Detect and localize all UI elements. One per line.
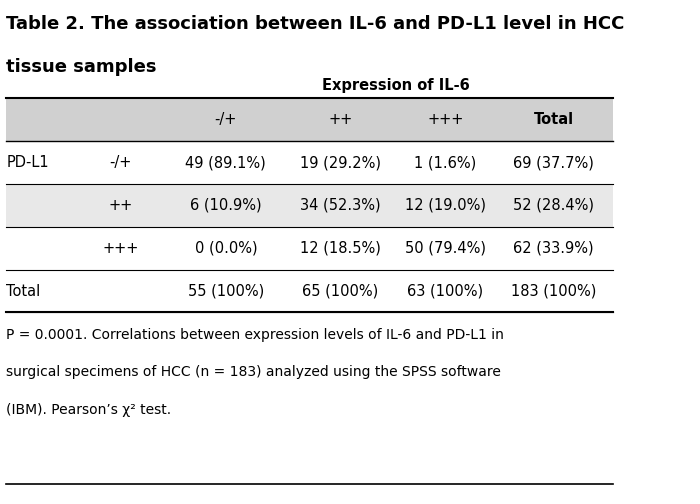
Text: 34 (52.3%): 34 (52.3%) [300,198,381,213]
Text: tissue samples: tissue samples [6,58,157,76]
Text: PD-L1: PD-L1 [6,155,49,170]
Text: Total: Total [6,284,41,298]
Text: Total: Total [533,112,574,127]
FancyBboxPatch shape [6,184,612,227]
Text: (IBM). Pearson’s χ² test.: (IBM). Pearson’s χ² test. [6,403,172,417]
Text: +++: +++ [427,112,463,127]
Text: Expression of IL-6: Expression of IL-6 [322,78,470,93]
Text: surgical specimens of HCC (n = 183) analyzed using the SPSS software: surgical specimens of HCC (n = 183) anal… [6,365,501,380]
Text: ++: ++ [328,112,352,127]
Text: 1 (1.6%): 1 (1.6%) [414,155,477,170]
Text: 50 (79.4%): 50 (79.4%) [405,241,486,256]
Text: 12 (18.5%): 12 (18.5%) [300,241,381,256]
Text: -/+: -/+ [109,155,132,170]
Text: 6 (10.9%): 6 (10.9%) [190,198,262,213]
Text: 12 (19.0%): 12 (19.0%) [405,198,486,213]
Text: -/+: -/+ [215,112,237,127]
Text: +++: +++ [102,241,139,256]
Text: Table 2. The association between IL-6 and PD-L1 level in HCC: Table 2. The association between IL-6 an… [6,15,624,33]
Text: 69 (37.7%): 69 (37.7%) [513,155,594,170]
Text: 49 (89.1%): 49 (89.1%) [186,155,266,170]
Text: 65 (100%): 65 (100%) [302,284,379,298]
FancyBboxPatch shape [6,98,612,141]
Text: 63 (100%): 63 (100%) [407,284,484,298]
Text: 52 (28.4%): 52 (28.4%) [513,198,594,213]
Text: 183 (100%): 183 (100%) [511,284,596,298]
Text: ++: ++ [108,198,133,213]
Text: P = 0.0001. Correlations between expression levels of IL-6 and PD-L1 in: P = 0.0001. Correlations between express… [6,328,504,342]
Text: 0 (0.0%): 0 (0.0%) [195,241,257,256]
Text: 19 (29.2%): 19 (29.2%) [300,155,381,170]
Text: 62 (33.9%): 62 (33.9%) [513,241,594,256]
Text: 55 (100%): 55 (100%) [188,284,264,298]
